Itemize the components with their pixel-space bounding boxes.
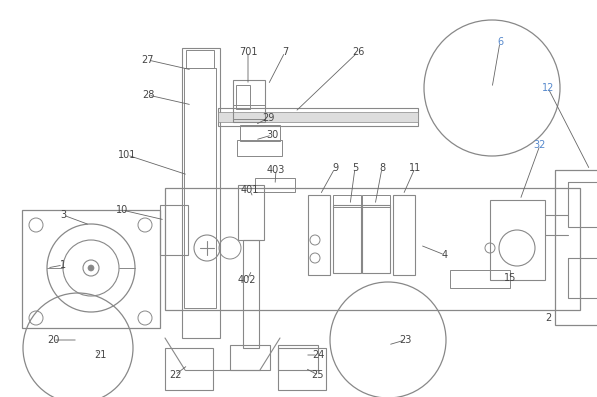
Bar: [393, 195, 415, 275]
Bar: [160, 205, 188, 255]
Text: 401: 401: [241, 185, 259, 195]
Bar: [218, 112, 418, 122]
Text: 6: 6: [497, 37, 503, 47]
Text: 20: 20: [47, 335, 59, 345]
Text: 11: 11: [409, 163, 421, 173]
Text: 101: 101: [118, 150, 136, 160]
Text: 28: 28: [142, 90, 154, 100]
Bar: [362, 205, 390, 273]
Text: 22: 22: [169, 370, 181, 380]
Text: 4: 4: [442, 250, 448, 260]
Text: 2: 2: [545, 313, 551, 323]
Bar: [233, 105, 265, 119]
Bar: [362, 195, 390, 207]
Bar: [333, 195, 361, 207]
Bar: [236, 85, 250, 109]
Text: 403: 403: [267, 165, 285, 175]
Text: 29: 29: [262, 113, 274, 123]
Bar: [568, 258, 597, 298]
Bar: [243, 240, 259, 348]
Text: 402: 402: [238, 275, 256, 285]
Text: 32: 32: [534, 140, 546, 150]
Text: 30: 30: [266, 130, 278, 140]
Text: 7: 7: [282, 47, 288, 57]
Bar: [182, 48, 220, 338]
Text: 21: 21: [94, 350, 106, 360]
Bar: [230, 345, 270, 370]
Circle shape: [88, 265, 94, 271]
Bar: [233, 80, 265, 122]
Text: 10: 10: [116, 205, 128, 215]
Text: 23: 23: [399, 335, 411, 345]
Text: 701: 701: [239, 47, 257, 57]
Text: 25: 25: [312, 370, 324, 380]
Bar: [184, 68, 216, 308]
Bar: [555, 170, 597, 325]
Bar: [165, 348, 213, 390]
Bar: [255, 178, 295, 192]
Bar: [568, 182, 597, 227]
Text: 27: 27: [141, 55, 154, 65]
Bar: [308, 195, 330, 275]
Text: 1: 1: [60, 260, 66, 270]
Bar: [278, 345, 318, 370]
Bar: [278, 348, 326, 390]
Text: 9: 9: [332, 163, 338, 173]
Bar: [22, 210, 160, 328]
Bar: [218, 108, 418, 126]
Text: 26: 26: [352, 47, 364, 57]
Bar: [450, 270, 510, 288]
Text: 3: 3: [60, 210, 66, 220]
Bar: [165, 188, 580, 310]
Bar: [237, 140, 282, 156]
Bar: [238, 185, 264, 240]
Text: 15: 15: [504, 273, 516, 283]
Bar: [186, 50, 214, 68]
Text: 24: 24: [312, 350, 324, 360]
Text: 8: 8: [379, 163, 385, 173]
Bar: [240, 125, 280, 141]
Text: 5: 5: [352, 163, 358, 173]
Text: 12: 12: [542, 83, 554, 93]
Bar: [490, 200, 545, 280]
Bar: [333, 205, 361, 273]
